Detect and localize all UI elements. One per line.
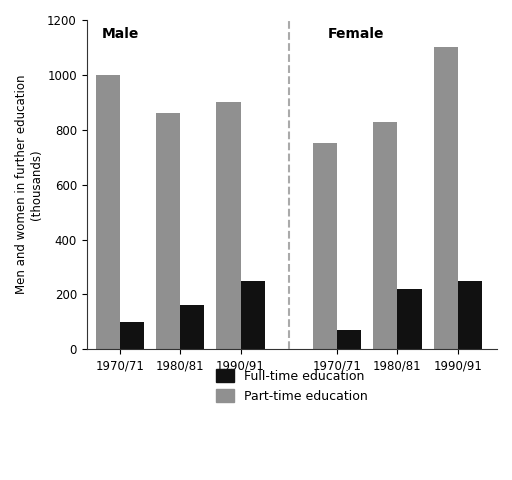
Text: Male: Male bbox=[102, 27, 139, 41]
Bar bbox=[458, 281, 482, 349]
Legend: Full-time education, Part-time education: Full-time education, Part-time education bbox=[209, 363, 374, 409]
Bar bbox=[241, 281, 265, 349]
Y-axis label: Men and women in further education
(thousands): Men and women in further education (thou… bbox=[15, 75, 43, 294]
Bar bbox=[337, 330, 361, 349]
Bar bbox=[96, 75, 120, 349]
Bar bbox=[434, 48, 458, 349]
Bar bbox=[156, 113, 180, 349]
Bar bbox=[373, 121, 397, 349]
Bar bbox=[313, 144, 337, 349]
Bar bbox=[180, 305, 204, 349]
Bar bbox=[120, 322, 144, 349]
Bar bbox=[397, 289, 421, 349]
Text: Female: Female bbox=[328, 27, 385, 41]
Bar bbox=[217, 102, 241, 349]
